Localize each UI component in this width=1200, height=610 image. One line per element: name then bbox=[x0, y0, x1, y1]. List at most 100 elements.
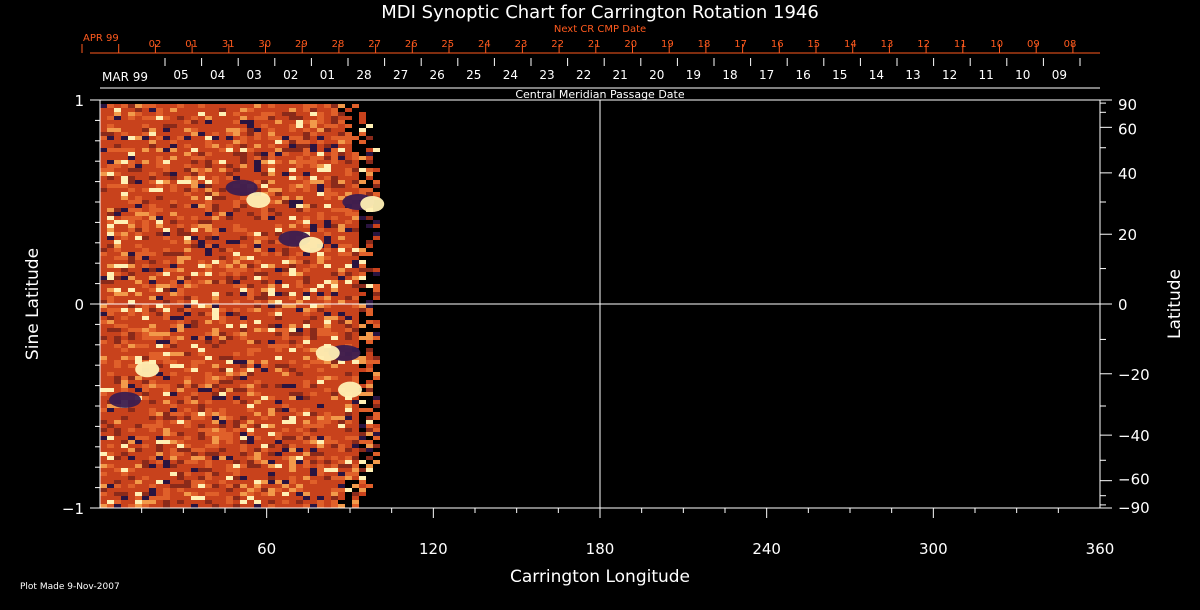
magnetogram-cell bbox=[296, 356, 303, 360]
magnetogram-cell bbox=[163, 392, 170, 396]
magnetogram-cell bbox=[254, 212, 261, 216]
magnetogram-cell bbox=[352, 404, 359, 408]
magnetogram-cell bbox=[282, 132, 289, 136]
magnetogram-cell bbox=[226, 476, 233, 480]
magnetogram-cell bbox=[366, 244, 373, 248]
magnetogram-cell bbox=[135, 136, 142, 140]
magnetogram-cell bbox=[338, 168, 345, 172]
magnetogram-cell bbox=[261, 104, 268, 108]
magnetogram-cell bbox=[331, 476, 338, 480]
magnetogram-cell bbox=[345, 420, 352, 424]
magnetogram-cell bbox=[338, 200, 345, 204]
magnetogram-cell bbox=[198, 256, 205, 260]
magnetogram-cell bbox=[198, 484, 205, 488]
magnetogram-cell bbox=[177, 336, 184, 340]
magnetogram-cell bbox=[149, 500, 156, 504]
magnetogram-cell bbox=[240, 456, 247, 460]
magnetogram-cell bbox=[170, 204, 177, 208]
magnetogram-cell bbox=[177, 484, 184, 488]
magnetogram-cell bbox=[205, 268, 212, 272]
magnetogram-cell bbox=[226, 372, 233, 376]
magnetogram-cell bbox=[100, 144, 107, 148]
magnetogram-cell bbox=[128, 448, 135, 452]
magnetogram-cell bbox=[282, 152, 289, 156]
magnetogram-cell bbox=[198, 324, 205, 328]
magnetogram-cell bbox=[100, 340, 107, 344]
magnetogram-cell bbox=[205, 140, 212, 144]
magnetogram-cell bbox=[121, 312, 128, 316]
magnetogram-cell bbox=[149, 112, 156, 116]
magnetogram-cell bbox=[296, 436, 303, 440]
magnetogram-cell bbox=[247, 244, 254, 248]
magnetogram-cell bbox=[289, 180, 296, 184]
magnetogram-cell bbox=[261, 156, 268, 160]
next-cr-day-label: 17 bbox=[734, 39, 747, 50]
magnetogram-cell bbox=[184, 480, 191, 484]
magnetogram-cell bbox=[289, 108, 296, 112]
magnetogram-cell bbox=[177, 460, 184, 464]
magnetogram-cell bbox=[324, 504, 331, 508]
magnetogram-cell bbox=[149, 268, 156, 272]
magnetogram-cell bbox=[338, 248, 345, 252]
magnetogram-cell bbox=[121, 336, 128, 340]
magnetogram-cell bbox=[324, 316, 331, 320]
magnetogram-cell bbox=[114, 284, 121, 288]
magnetogram-cell bbox=[296, 324, 303, 328]
magnetogram-cell bbox=[254, 304, 261, 308]
magnetogram-cell bbox=[366, 468, 373, 472]
magnetogram-cell bbox=[191, 152, 198, 156]
magnetogram-cell bbox=[121, 208, 128, 212]
magnetogram-cell bbox=[163, 128, 170, 132]
magnetogram-cell bbox=[191, 428, 198, 432]
magnetogram-cell bbox=[317, 400, 324, 404]
magnetogram-cell bbox=[219, 268, 226, 272]
magnetogram-cell bbox=[149, 484, 156, 488]
magnetogram-cell bbox=[282, 404, 289, 408]
magnetogram-cell bbox=[156, 116, 163, 120]
magnetogram-cell bbox=[135, 228, 142, 232]
magnetogram-cell bbox=[254, 500, 261, 504]
magnetogram-cell bbox=[205, 488, 212, 492]
magnetogram-cell bbox=[233, 120, 240, 124]
magnetogram-cell bbox=[107, 140, 114, 144]
magnetogram-cell bbox=[149, 228, 156, 232]
magnetogram-cell bbox=[317, 372, 324, 376]
magnetogram-cell bbox=[324, 440, 331, 444]
magnetogram-cell bbox=[310, 152, 317, 156]
magnetogram-cell bbox=[233, 312, 240, 316]
magnetogram-cell bbox=[310, 392, 317, 396]
magnetogram-cell bbox=[149, 360, 156, 364]
magnetogram-cell bbox=[107, 252, 114, 256]
magnetogram-cell bbox=[268, 220, 275, 224]
magnetogram-cell bbox=[219, 468, 226, 472]
magnetogram-cell bbox=[233, 492, 240, 496]
magnetogram-cell bbox=[170, 488, 177, 492]
magnetogram-cell bbox=[198, 336, 205, 340]
magnetogram-cell bbox=[268, 392, 275, 396]
magnetogram-cell bbox=[247, 360, 254, 364]
magnetogram-cell bbox=[212, 292, 219, 296]
magnetogram-cell bbox=[170, 424, 177, 428]
magnetogram-cell bbox=[135, 328, 142, 332]
magnetogram-cell bbox=[247, 252, 254, 256]
magnetogram-cell bbox=[345, 276, 352, 280]
magnetogram-cell bbox=[240, 380, 247, 384]
magnetogram-cell bbox=[212, 156, 219, 160]
magnetogram-cell bbox=[100, 184, 107, 188]
magnetogram-cell bbox=[114, 440, 121, 444]
magnetogram-cell bbox=[212, 356, 219, 360]
magnetogram-cell bbox=[324, 264, 331, 268]
magnetogram-cell bbox=[212, 140, 219, 144]
magnetogram-cell bbox=[198, 296, 205, 300]
magnetogram-cell bbox=[128, 488, 135, 492]
magnetogram-cell bbox=[184, 136, 191, 140]
magnetogram-cell bbox=[247, 436, 254, 440]
magnetogram-cell bbox=[170, 124, 177, 128]
magnetogram-cell bbox=[100, 504, 107, 508]
magnetogram-cell bbox=[114, 324, 121, 328]
cmp-day-label: 04 bbox=[210, 68, 225, 82]
magnetogram-cell bbox=[100, 380, 107, 384]
magnetogram-cell bbox=[226, 488, 233, 492]
magnetogram-cell bbox=[324, 212, 331, 216]
magnetogram-cell bbox=[310, 276, 317, 280]
